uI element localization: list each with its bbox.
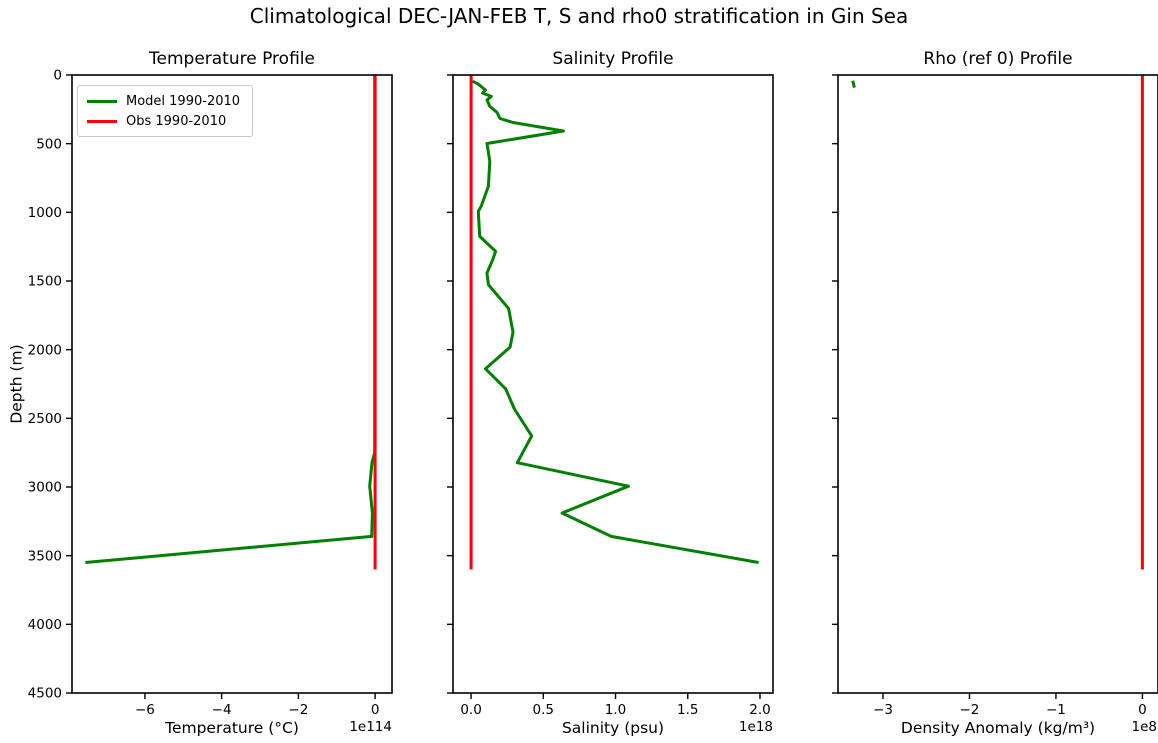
legend-line-obs <box>87 119 117 123</box>
panel-salinity: 0.0 0.5 1.0 1.5 2.0 <box>447 74 774 718</box>
legend: Model 1990-2010 Obs 1990-2010 <box>77 85 253 137</box>
x-tick-label: 0.0 <box>460 702 481 718</box>
y-tick-label: 1000 <box>28 205 62 221</box>
x-tick-label: 1.0 <box>605 702 626 718</box>
figure-title: Climatological DEC-JAN-FEB T, S and rho0… <box>249 4 909 28</box>
panel-rho0: −3 −2 −1 0 <box>832 74 1158 718</box>
y-tick-label: 1500 <box>28 274 62 290</box>
y-tick-label: 2000 <box>28 342 62 358</box>
y-tick-label: 4000 <box>28 617 62 633</box>
x-tick-label: −4 <box>212 702 232 718</box>
legend-item-model: Model 1990-2010 <box>84 91 246 111</box>
panel-title-temperature: Temperature Profile <box>149 49 315 69</box>
y-tick-label: 0 <box>53 68 62 84</box>
rho0-axes-frame <box>837 74 1158 694</box>
x-tick-label: 1.5 <box>677 702 698 718</box>
y-tick-label: 3500 <box>28 548 62 564</box>
x-tick-label: 2.0 <box>749 702 770 718</box>
x-tick-label: −6 <box>135 702 155 718</box>
x-axis-label-temperature: Temperature (°C) <box>165 719 299 737</box>
x-axis-label-rho0: Density Anomaly (kg/m³) <box>900 719 1096 737</box>
legend-item-obs: Obs 1990-2010 <box>84 111 246 131</box>
x-tick-label: 0 <box>1138 702 1147 718</box>
temperature-axes-frame <box>71 74 393 694</box>
panel-title-rho0: Rho (ref 0) Profile <box>923 49 1073 69</box>
legend-label-obs: Obs 1990-2010 <box>126 113 227 129</box>
x-offset-text-salinity: 1e18 <box>738 719 773 735</box>
x-tick-label: −1 <box>1046 702 1066 718</box>
x-tick-label: −2 <box>960 702 980 718</box>
x-axis-label-salinity: Salinity (psu) <box>561 719 665 737</box>
y-tick-label: 3000 <box>28 480 62 496</box>
x-tick-label: −3 <box>873 702 893 718</box>
temperature-model-line <box>85 75 377 564</box>
salinity-model-line <box>471 79 759 564</box>
panel-title-salinity: Salinity Profile <box>552 49 674 69</box>
salinity-axes-frame <box>452 74 774 694</box>
panel-temperature: −6 −4 −2 0 0 500 1000 1500 2000 2500 3000 3500 4000 4… <box>28 68 393 718</box>
y-tick-label: 500 <box>36 136 62 152</box>
rho0-model-line <box>851 80 856 88</box>
x-tick-label: 0.5 <box>533 702 554 718</box>
x-tick-label: −2 <box>288 702 308 718</box>
y-tick-label: 2500 <box>28 411 62 427</box>
x-tick-label: 0 <box>371 702 380 718</box>
y-tick-label: 4500 <box>28 686 62 702</box>
x-offset-text-rho0: 1e8 <box>1131 719 1157 735</box>
legend-label-model: Model 1990-2010 <box>126 93 241 109</box>
x-offset-text-temperature: 1e114 <box>349 719 392 735</box>
legend-line-model <box>87 99 117 103</box>
